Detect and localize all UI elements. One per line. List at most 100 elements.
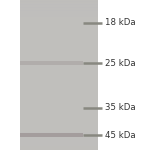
- Bar: [20, 38, 98, 39]
- Bar: [20, 146, 98, 147]
- Bar: [20, 57, 98, 58]
- Bar: [20, 78, 98, 80]
- Bar: [20, 138, 98, 140]
- Text: 25 kDa: 25 kDa: [105, 58, 136, 68]
- Bar: [20, 112, 98, 114]
- Bar: [20, 18, 98, 20]
- Bar: [20, 4, 98, 6]
- Bar: [20, 147, 98, 148]
- Text: 45 kDa: 45 kDa: [105, 130, 136, 140]
- Bar: [20, 42, 98, 44]
- Bar: [20, 93, 98, 94]
- Bar: [20, 85, 98, 87]
- Bar: [20, 99, 98, 100]
- Bar: [20, 52, 98, 54]
- Bar: [20, 26, 98, 27]
- Bar: [20, 103, 98, 105]
- Bar: [20, 39, 98, 40]
- Bar: [20, 68, 98, 69]
- Bar: [20, 28, 98, 30]
- Bar: [20, 108, 98, 110]
- Bar: [20, 12, 98, 14]
- Bar: [20, 118, 98, 120]
- Bar: [20, 3, 98, 4]
- Bar: [20, 82, 98, 84]
- Bar: [20, 44, 98, 45]
- Bar: [20, 98, 98, 99]
- Bar: [20, 74, 98, 75]
- Bar: [20, 15, 98, 16]
- Bar: [20, 92, 98, 93]
- Bar: [20, 72, 98, 74]
- Bar: [20, 76, 98, 78]
- Bar: [20, 24, 98, 26]
- Bar: [20, 96, 98, 98]
- Bar: [20, 90, 98, 92]
- Bar: [20, 27, 98, 28]
- Bar: [20, 0, 98, 2]
- Bar: [20, 56, 98, 57]
- Bar: [20, 111, 98, 112]
- Bar: [20, 70, 98, 72]
- Bar: [20, 134, 98, 135]
- Bar: [20, 46, 98, 48]
- Bar: [20, 54, 98, 56]
- Text: 18 kDa: 18 kDa: [105, 18, 136, 27]
- Bar: [20, 148, 98, 150]
- Bar: [20, 106, 98, 108]
- Bar: [20, 105, 98, 106]
- Bar: [20, 114, 98, 116]
- Bar: [20, 117, 98, 118]
- Bar: [20, 141, 98, 142]
- Bar: [20, 132, 98, 134]
- Bar: [20, 84, 98, 86]
- Bar: [20, 129, 98, 130]
- Bar: [20, 50, 98, 51]
- Bar: [20, 126, 98, 128]
- Bar: [20, 21, 98, 22]
- Bar: [20, 136, 98, 138]
- Bar: [20, 63, 98, 64]
- Bar: [20, 140, 98, 141]
- Bar: [20, 61, 98, 63]
- Bar: [20, 116, 98, 117]
- Bar: [20, 33, 98, 34]
- Bar: [20, 48, 98, 50]
- Bar: [20, 51, 98, 52]
- Bar: [20, 142, 98, 144]
- Bar: [20, 100, 98, 102]
- Bar: [20, 123, 98, 124]
- Bar: [20, 122, 98, 123]
- Bar: [20, 87, 98, 88]
- Bar: [20, 130, 98, 132]
- Bar: [20, 14, 98, 15]
- Bar: [20, 75, 98, 76]
- Bar: [20, 45, 98, 46]
- Bar: [20, 94, 98, 96]
- Bar: [20, 88, 98, 90]
- Bar: [20, 2, 98, 3]
- Bar: [20, 124, 98, 126]
- Bar: [20, 16, 98, 18]
- Bar: [20, 60, 98, 61]
- Bar: [20, 120, 98, 122]
- Bar: [20, 80, 98, 81]
- Bar: [20, 128, 98, 129]
- Bar: [20, 69, 98, 70]
- Bar: [20, 66, 98, 68]
- Bar: [20, 30, 98, 31]
- Bar: [20, 9, 98, 11]
- Bar: [20, 110, 98, 111]
- Bar: [20, 133, 82, 137]
- Bar: [20, 0, 98, 150]
- Bar: [20, 11, 98, 12]
- Bar: [20, 36, 98, 38]
- Bar: [20, 58, 98, 60]
- Bar: [20, 22, 98, 24]
- Text: 35 kDa: 35 kDa: [105, 103, 136, 112]
- Bar: [20, 40, 98, 42]
- Bar: [20, 32, 98, 33]
- Bar: [20, 81, 98, 82]
- Bar: [20, 34, 98, 36]
- Bar: [20, 20, 98, 21]
